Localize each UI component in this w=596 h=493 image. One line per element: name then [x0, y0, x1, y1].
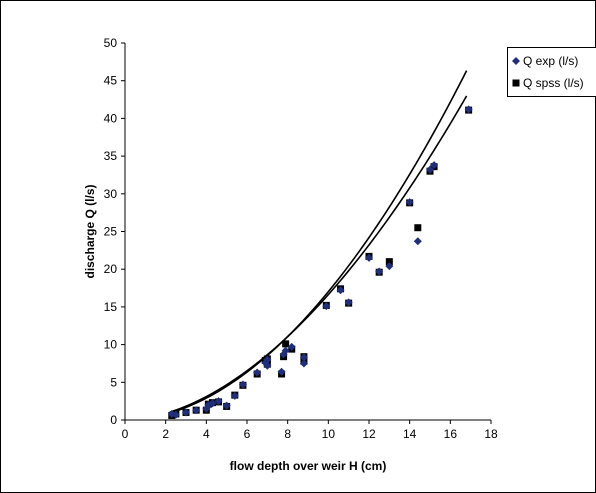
- point-q-exp: [222, 401, 231, 410]
- point-q-exp: [214, 397, 223, 406]
- point-q-exp: [253, 368, 262, 377]
- point-q-exp: [263, 355, 272, 364]
- point-q-exp: [413, 237, 422, 246]
- point-q-exp: [182, 408, 190, 417]
- square-marker-icon: [512, 79, 520, 87]
- trendlines: [169, 70, 468, 414]
- y-tick-label: 45: [104, 74, 118, 88]
- point-q-exp: [405, 198, 414, 207]
- point-q-exp: [375, 267, 384, 276]
- point-q-exp: [344, 298, 353, 307]
- point-q-spss: [385, 258, 393, 266]
- y-tick-label: 35: [104, 149, 118, 163]
- x-axis-title: flow depth over weir H (cm): [230, 459, 387, 473]
- point-q-exp: [385, 262, 394, 271]
- x-tick-label: 10: [322, 427, 336, 441]
- point-q-exp: [299, 353, 308, 362]
- data-points: [167, 105, 473, 419]
- y-tick-label: 5: [110, 375, 117, 389]
- y-tick-label: 50: [104, 36, 118, 50]
- point-q-exp: [277, 367, 286, 376]
- legend-label-q-spss: Q spss (l/s): [523, 76, 584, 90]
- axes: 0 2 4 6 8 10 12 14 16 18 0 5 10 15 20 25 30 35 40 45 50: [104, 36, 498, 441]
- point-q-spss: [282, 340, 290, 348]
- point-q-exp: [299, 359, 308, 368]
- legend-label-q-exp: Q exp (l/s): [523, 54, 579, 68]
- y-tick-label: 10: [104, 338, 118, 352]
- point-q-exp: [322, 302, 331, 311]
- point-q-exp: [171, 410, 180, 419]
- x-tick-label: 14: [403, 427, 417, 441]
- x-tick-label: 8: [284, 427, 291, 441]
- point-q-exp: [263, 361, 272, 370]
- x-tick-label: 16: [444, 427, 458, 441]
- point-q-exp: [336, 286, 345, 295]
- legend-item-q-spss: Q spss (l/s): [512, 74, 584, 92]
- y-tick-label: 0: [110, 413, 117, 427]
- trendline-0: [169, 95, 468, 413]
- x-tick-label: 12: [362, 427, 376, 441]
- point-q-exp: [238, 380, 247, 389]
- y-tick-label: 40: [104, 111, 118, 125]
- x-tick-label: 18: [484, 427, 498, 441]
- y-tick-label: 30: [104, 187, 118, 201]
- x-tick-label: 2: [162, 427, 169, 441]
- point-q-exp: [464, 105, 473, 114]
- point-q-exp: [208, 399, 217, 408]
- x-tick-label: 4: [203, 427, 210, 441]
- diamond-marker-icon: [512, 57, 520, 65]
- point-q-exp: [426, 165, 434, 174]
- point-q-spss: [414, 224, 422, 232]
- point-q-exp: [281, 346, 290, 355]
- point-q-exp: [192, 406, 201, 415]
- y-tick-label: 15: [104, 300, 118, 314]
- x-tick-label: 6: [244, 427, 251, 441]
- point-q-exp: [430, 161, 439, 170]
- legend-item-q-exp: Q exp (l/s): [512, 52, 578, 70]
- y-tick-label: 20: [104, 262, 118, 276]
- point-q-exp: [365, 253, 373, 262]
- y-tick-label: 25: [104, 225, 118, 239]
- trendline-1: [169, 70, 468, 414]
- point-q-exp: [230, 391, 239, 400]
- y-axis-title: discharge Q (l/s): [83, 184, 97, 278]
- point-q-exp: [287, 342, 296, 351]
- x-tick-label: 0: [122, 427, 129, 441]
- legend: Q exp (l/s) Q spss (l/s): [507, 47, 596, 97]
